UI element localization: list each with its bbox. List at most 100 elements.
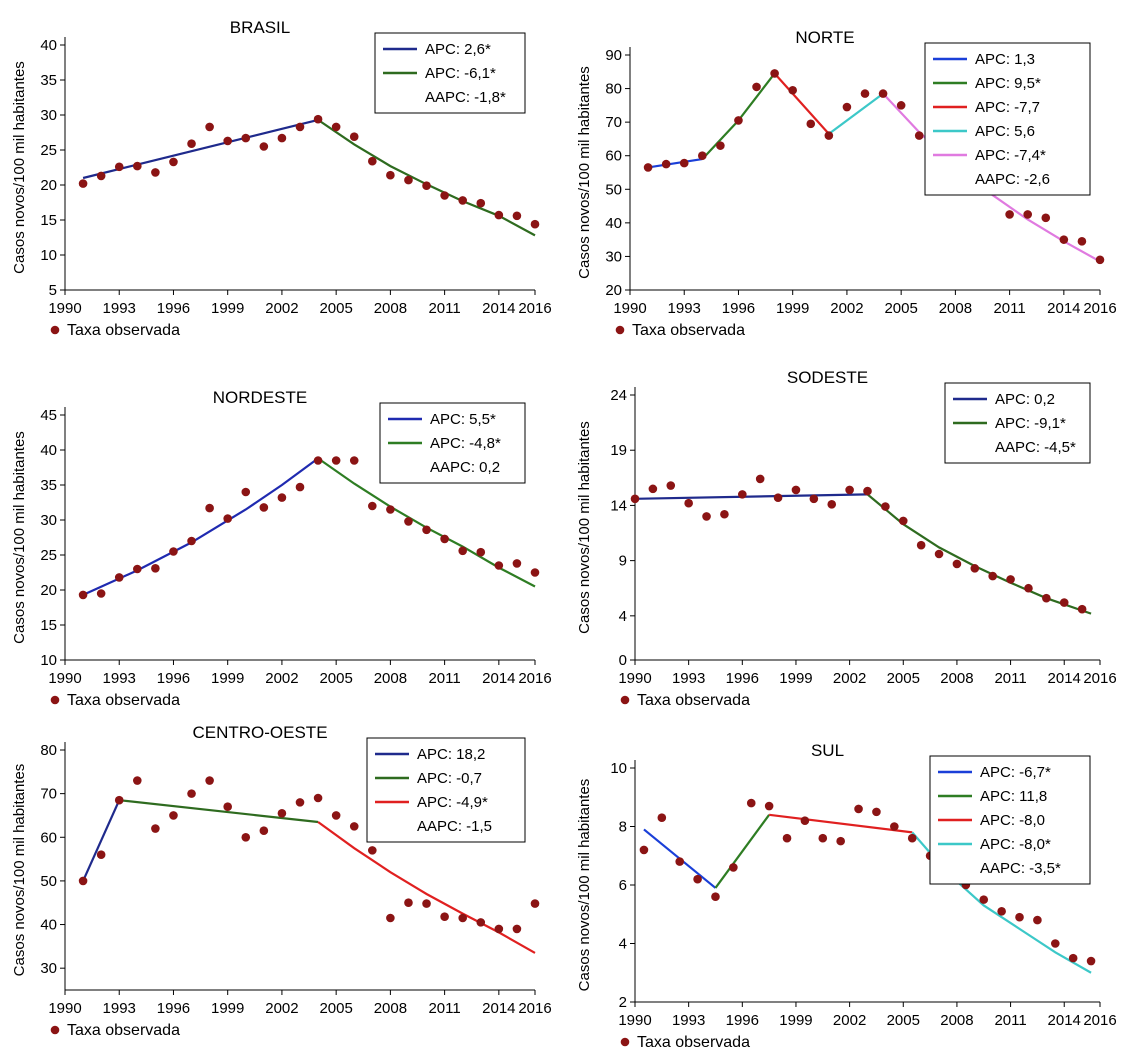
observed-point: [630, 494, 640, 504]
observed-point: [458, 546, 467, 556]
observed-point: [800, 816, 810, 825]
x-tick-label: 1996: [157, 1000, 190, 1017]
observed-point: [997, 907, 1006, 916]
x-tick-label: 2014: [482, 670, 515, 687]
observed-point: [331, 456, 341, 465]
observed-point: [764, 801, 774, 811]
observed-point: [133, 776, 142, 785]
x-tick-label: 2011: [428, 670, 460, 687]
observed-point: [331, 811, 341, 820]
observed-point: [241, 133, 251, 143]
legend-entry: APC: 5,6: [975, 123, 1035, 140]
observed-marker-legend: [620, 1037, 630, 1047]
observed-point: [404, 517, 413, 526]
chart-panel-centro-oeste: CENTRO-OESTE 30 40 50 60 70 80 1990 1993 1996 1999…: [0, 700, 565, 1050]
legend-entry: APC: 1,3: [975, 51, 1035, 68]
observed-point: [1033, 915, 1042, 925]
observed-point: [368, 156, 377, 166]
legend-entry: APC: 5,5*: [430, 411, 496, 428]
y-tick-label: 14: [610, 497, 627, 514]
y-tick-label: 40: [40, 917, 57, 934]
legend-entry: APC: -6,1*: [425, 65, 496, 82]
observed-point: [96, 589, 106, 598]
y-axis-label: Casos novos/100 mil habitantes: [11, 764, 28, 977]
y-tick-label: 80: [40, 742, 57, 759]
observed-point: [205, 776, 214, 785]
observed-legend-label: Taxa observada: [637, 692, 750, 709]
observed-point: [1015, 912, 1024, 922]
x-tick-label: 1990: [613, 300, 646, 317]
observed-point: [1077, 237, 1087, 246]
x-tick-label: 2002: [265, 670, 298, 687]
observed-point: [934, 549, 944, 559]
observed-point: [661, 159, 671, 169]
x-tick-label: 2014: [1048, 670, 1081, 687]
legend-aapc: AAPC: -3,5*: [980, 860, 1061, 877]
x-tick-label: 1999: [211, 670, 244, 687]
y-tick-label: 10: [610, 760, 627, 777]
x-tick-label: 2014: [1048, 1012, 1081, 1029]
y-tick-label: 0: [619, 652, 627, 669]
observed-legend-label: Taxa observada: [67, 322, 180, 339]
observed-point: [187, 139, 196, 148]
chart-svg: SODESTE 0 4 9 14 19 24 1990 1993 1996 1999 2002 2005…: [576, 368, 1117, 709]
chart-title: BRASIL: [230, 18, 290, 37]
observed-point: [666, 481, 676, 490]
x-tick-label: 2008: [374, 1000, 407, 1017]
observed-point: [169, 547, 178, 556]
observed-point: [368, 501, 377, 511]
y-tick-label: 30: [605, 248, 622, 265]
x-tick-label: 1993: [103, 1000, 136, 1017]
chart-title: NORTE: [795, 28, 854, 47]
observed-point: [818, 833, 828, 843]
observed-point: [970, 564, 980, 573]
x-tick-label: 2016: [1083, 1012, 1116, 1029]
observed-point: [133, 564, 142, 574]
x-tick-label: 2011: [994, 1012, 1026, 1029]
observed-point: [770, 69, 779, 78]
legend-entry: APC: 18,2: [417, 746, 485, 763]
legend-entry: APC: -4,8*: [430, 435, 501, 452]
observed-point: [788, 85, 797, 95]
y-tick-label: 40: [40, 37, 57, 54]
legend-box: [366, 737, 526, 843]
observed-point: [657, 813, 667, 823]
legend-box: [944, 382, 1091, 464]
x-tick-label: 1993: [103, 300, 136, 317]
observed-point: [1006, 575, 1015, 584]
observed-point: [386, 913, 395, 923]
series-line: [119, 799, 319, 824]
series-line: [82, 799, 121, 882]
x-tick-label: 2011: [993, 300, 1025, 317]
chart-svg: CENTRO-OESTE 30 40 50 60 70 80 1990 1993 1996 1999…: [11, 723, 552, 1039]
observed-point: [114, 573, 124, 582]
observed-point: [476, 198, 486, 208]
x-tick-label: 2002: [833, 670, 866, 687]
observed-point: [349, 132, 359, 141]
observed-point: [860, 89, 870, 98]
observed-point: [734, 116, 743, 125]
observed-point: [729, 863, 738, 872]
observed-point: [738, 490, 747, 499]
x-tick-label: 1990: [48, 300, 81, 317]
observed-point: [836, 836, 845, 846]
observed-marker-legend: [615, 325, 625, 335]
observed-point: [386, 170, 395, 180]
x-tick-label: 1993: [103, 670, 136, 687]
observed-point: [791, 485, 801, 495]
y-tick-label: 80: [605, 81, 622, 98]
legend-entry: APC: 0,2: [995, 391, 1055, 408]
chart-title: CENTRO-OESTE: [192, 723, 327, 742]
y-tick-label: 60: [605, 148, 622, 165]
y-axis-label: Casos novos/100 mil habitantes: [576, 421, 593, 634]
chart-panel-norte: NORTE 20 30 40 50 60 70 80 90 1990 1993 1996 1999 200…: [565, 0, 1130, 350]
observed-marker-legend: [50, 1025, 60, 1035]
observed-point: [1024, 583, 1033, 593]
observed-point: [878, 89, 888, 98]
y-tick-label: 30: [40, 107, 57, 124]
observed-point: [512, 559, 522, 568]
y-tick-label: 35: [40, 477, 57, 494]
x-tick-label: 2016: [1083, 670, 1116, 687]
x-tick-label: 2002: [830, 300, 863, 317]
observed-point: [78, 876, 88, 886]
